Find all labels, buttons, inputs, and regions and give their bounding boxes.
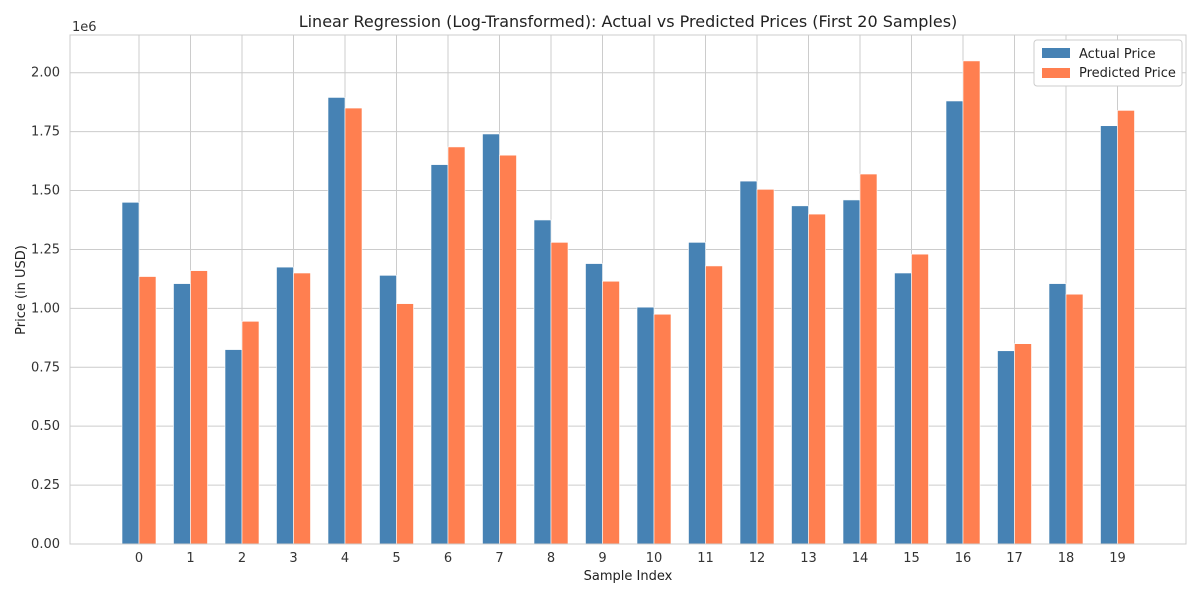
predicted-price-bar: [756, 189, 775, 545]
actual-price-bar: [997, 350, 1015, 545]
predicted-price-bar: [1065, 293, 1084, 545]
x-tick-label: 10: [646, 551, 663, 566]
predicted-price-bar: [1117, 110, 1135, 545]
actual-price-bar: [430, 164, 449, 545]
legend-label-actual: Actual Price: [1079, 47, 1156, 62]
x-tick-label: 11: [697, 551, 714, 566]
x-tick-label: 8: [547, 551, 555, 566]
predicted-price-bar: [859, 173, 878, 545]
y-tick-label: 0.00: [31, 537, 60, 552]
actual-price-bar: [1048, 283, 1067, 545]
x-tick-label: 6: [444, 551, 452, 566]
y-tick-label: 0.75: [31, 360, 60, 375]
actual-price-bar: [945, 100, 964, 545]
y-tick-label: 0.50: [31, 419, 60, 434]
chart-title: Linear Regression (Log-Transformed): Act…: [299, 12, 958, 31]
predicted-price-bar: [138, 276, 157, 545]
x-tick-label: 1: [186, 551, 194, 566]
x-tick-label: 15: [903, 551, 920, 566]
predicted-price-bar: [911, 253, 929, 545]
predicted-price-bar: [241, 321, 260, 545]
plot-frame: [69, 34, 1187, 545]
y-tick-label: 1.50: [31, 184, 60, 199]
x-tick-label: 0: [135, 551, 143, 566]
x-tick-label: 19: [1109, 551, 1126, 566]
predicted-price-bar: [550, 242, 569, 545]
predicted-price-bar: [808, 213, 826, 545]
y-tick-label: 1.75: [31, 125, 60, 140]
actual-price-bar: [688, 242, 706, 545]
y-tick-labels: 0.00 0.25 0.50 0.75 1.00 1.25 1.50 1.75 2.00: [31, 66, 60, 552]
actual-price-bar: [327, 97, 346, 545]
predicted-price-bar: [653, 313, 672, 545]
actual-price-bar: [1100, 125, 1118, 545]
y-axis-label: Price (in USD): [14, 245, 29, 335]
predicted-price-bar: [499, 154, 517, 545]
x-tick-label: 16: [955, 551, 972, 566]
actual-price-bar: [739, 180, 758, 545]
predicted-price-bar: [190, 270, 208, 545]
bars: [121, 60, 1135, 545]
actual-price-bar: [842, 199, 861, 545]
actual-price-bar: [533, 219, 552, 545]
actual-price-bar: [636, 306, 655, 545]
predicted-price-bar: [344, 107, 363, 545]
predicted-price-bar: [396, 303, 414, 545]
actual-price-bar: [791, 205, 809, 545]
x-tick-label: 18: [1058, 551, 1075, 566]
legend: Actual Price Predicted Price: [1033, 39, 1183, 87]
x-tick-label: 12: [749, 551, 766, 566]
y-tick-label: 1.00: [31, 301, 60, 316]
actual-price-bar: [379, 275, 397, 545]
actual-price-bar: [482, 133, 500, 545]
actual-price-bar: [894, 272, 912, 545]
legend-label-predicted: Predicted Price: [1079, 66, 1176, 81]
legend-swatch-actual: [1042, 48, 1070, 58]
x-tick-label: 5: [392, 551, 400, 566]
predicted-price-bar: [447, 146, 466, 545]
x-axis-label: Sample Index: [584, 569, 673, 584]
y-tick-label: 0.25: [31, 478, 60, 493]
x-tick-label: 7: [495, 551, 503, 566]
predicted-price-bar: [1014, 343, 1032, 545]
x-tick-label: 13: [800, 551, 817, 566]
y-tick-label: 1.25: [31, 242, 60, 257]
x-tick-label: 3: [289, 551, 297, 566]
legend-box: [1033, 39, 1183, 87]
x-tick-label: 9: [598, 551, 606, 566]
predicted-price-bar: [705, 265, 723, 545]
y-tick-label: 2.00: [31, 66, 60, 81]
y-multiplier-label: 1e6: [72, 20, 97, 35]
x-tick-labels: 0 1 2 3 4 5 6 7 8 9 10 11 12 13 14 15 16 17 18 19: [135, 551, 1126, 566]
predicted-price-bar: [293, 272, 311, 545]
predicted-price-bar: [602, 280, 620, 545]
legend-swatch-predicted: [1042, 68, 1070, 78]
actual-price-bar: [224, 349, 243, 545]
x-tick-label: 4: [341, 551, 349, 566]
actual-price-bar: [173, 283, 191, 545]
x-tick-label: 17: [1006, 551, 1023, 566]
actual-price-bar: [121, 202, 140, 545]
actual-price-bar: [585, 263, 603, 545]
predicted-price-bar: [962, 60, 981, 545]
x-tick-label: 14: [852, 551, 869, 566]
actual-price-bar: [276, 266, 294, 545]
x-tick-label: 2: [238, 551, 246, 566]
